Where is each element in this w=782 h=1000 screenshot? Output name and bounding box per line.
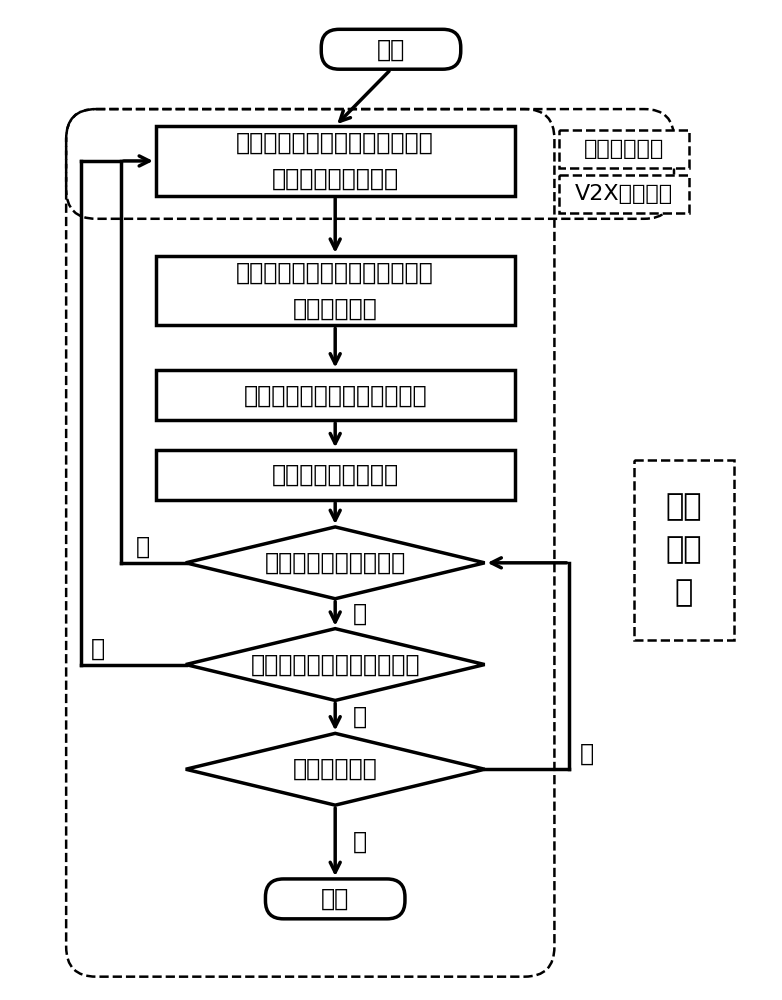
Text: 否: 否: [579, 741, 594, 765]
Text: 结束: 结束: [321, 887, 350, 911]
Bar: [156, 450, 515, 500]
Bar: [634, 460, 734, 640]
Text: 是: 是: [353, 830, 368, 854]
Text: 输出经济性速度轨迹: 输出经济性速度轨迹: [271, 463, 399, 487]
Bar: [156, 370, 515, 420]
Polygon shape: [186, 629, 485, 700]
Text: V2X通信设备: V2X通信设备: [575, 184, 673, 204]
Bar: [156, 126, 515, 196]
Bar: [559, 175, 689, 213]
Text: 是否到达终点: 是否到达终点: [292, 757, 378, 781]
Text: 是否进入下一个信号灯路段: 是否进入下一个信号灯路段: [250, 653, 420, 677]
Text: 否: 否: [353, 705, 368, 729]
Text: 开始: 开始: [377, 37, 405, 61]
FancyBboxPatch shape: [265, 879, 405, 919]
Text: 获取道路坡度角、信号灯相位、
初始时间、车辆状态: 获取道路坡度角、信号灯相位、 初始时间、车辆状态: [236, 131, 434, 191]
FancyBboxPatch shape: [321, 29, 461, 69]
Polygon shape: [186, 733, 485, 805]
Text: 否: 否: [353, 602, 368, 626]
Text: 车辆是否偏离规划轨迹: 车辆是否偏离规划轨迹: [264, 551, 406, 575]
Bar: [156, 256, 515, 325]
Text: 车载
控制
器: 车载 控制 器: [665, 493, 702, 607]
Bar: [559, 130, 689, 168]
Text: 使用伪谱法求解最优控制问题: 使用伪谱法求解最优控制问题: [243, 383, 427, 407]
Text: 是: 是: [136, 535, 150, 559]
Text: 是: 是: [91, 637, 106, 661]
Text: 建立包含目标函数与约束条件的
最优控制问题: 建立包含目标函数与约束条件的 最优控制问题: [236, 261, 434, 320]
Text: 车载定位设备: 车载定位设备: [584, 139, 664, 159]
Polygon shape: [186, 527, 485, 599]
